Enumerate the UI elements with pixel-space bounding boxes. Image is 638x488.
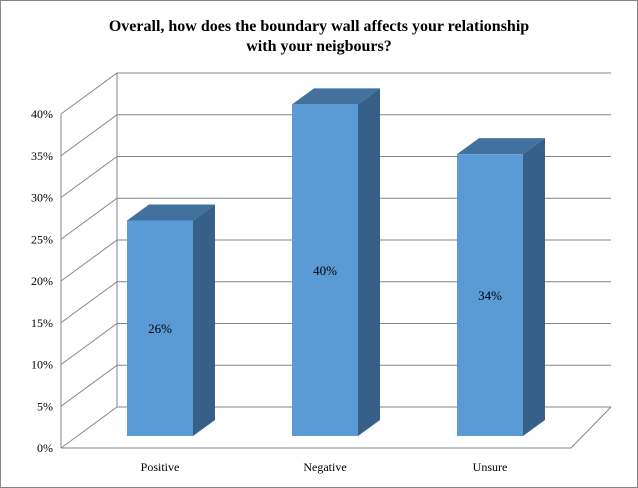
chart-title-line-2: with your neigbours? [246, 38, 392, 55]
x-tick-label: Negative [303, 460, 346, 474]
floor-front-edge [61, 406, 612, 449]
bar-top-negative [292, 88, 380, 105]
x-tick-label: Unsure [473, 460, 508, 474]
y-tick-label: 5% [37, 399, 53, 413]
bar-top-positive [127, 204, 215, 221]
y-tick-label: 20% [31, 274, 53, 288]
bar-top-unsure [457, 138, 545, 155]
chart-title-line-1: Overall, how does the boundary wall affe… [109, 18, 529, 35]
y-tick-label: 40% [31, 107, 53, 121]
bar-unsure [457, 154, 523, 436]
y-tick-label: 30% [31, 191, 53, 205]
bar-side-positive [193, 204, 215, 436]
bar-side-negative [358, 88, 380, 437]
data-label: 40% [313, 263, 337, 278]
y-tick-label: 10% [31, 358, 53, 372]
bar-positive [127, 220, 193, 436]
x-tick-label: Positive [141, 460, 180, 474]
bar-side-unsure [523, 138, 545, 436]
y-tick-label: 25% [31, 232, 53, 246]
data-label: 34% [478, 288, 502, 303]
y-tick-label: 15% [31, 316, 53, 330]
y-tick-label: 35% [31, 149, 53, 163]
bar-negative [292, 104, 358, 437]
data-label: 26% [148, 321, 172, 336]
y-tick-label: 0% [37, 441, 53, 455]
